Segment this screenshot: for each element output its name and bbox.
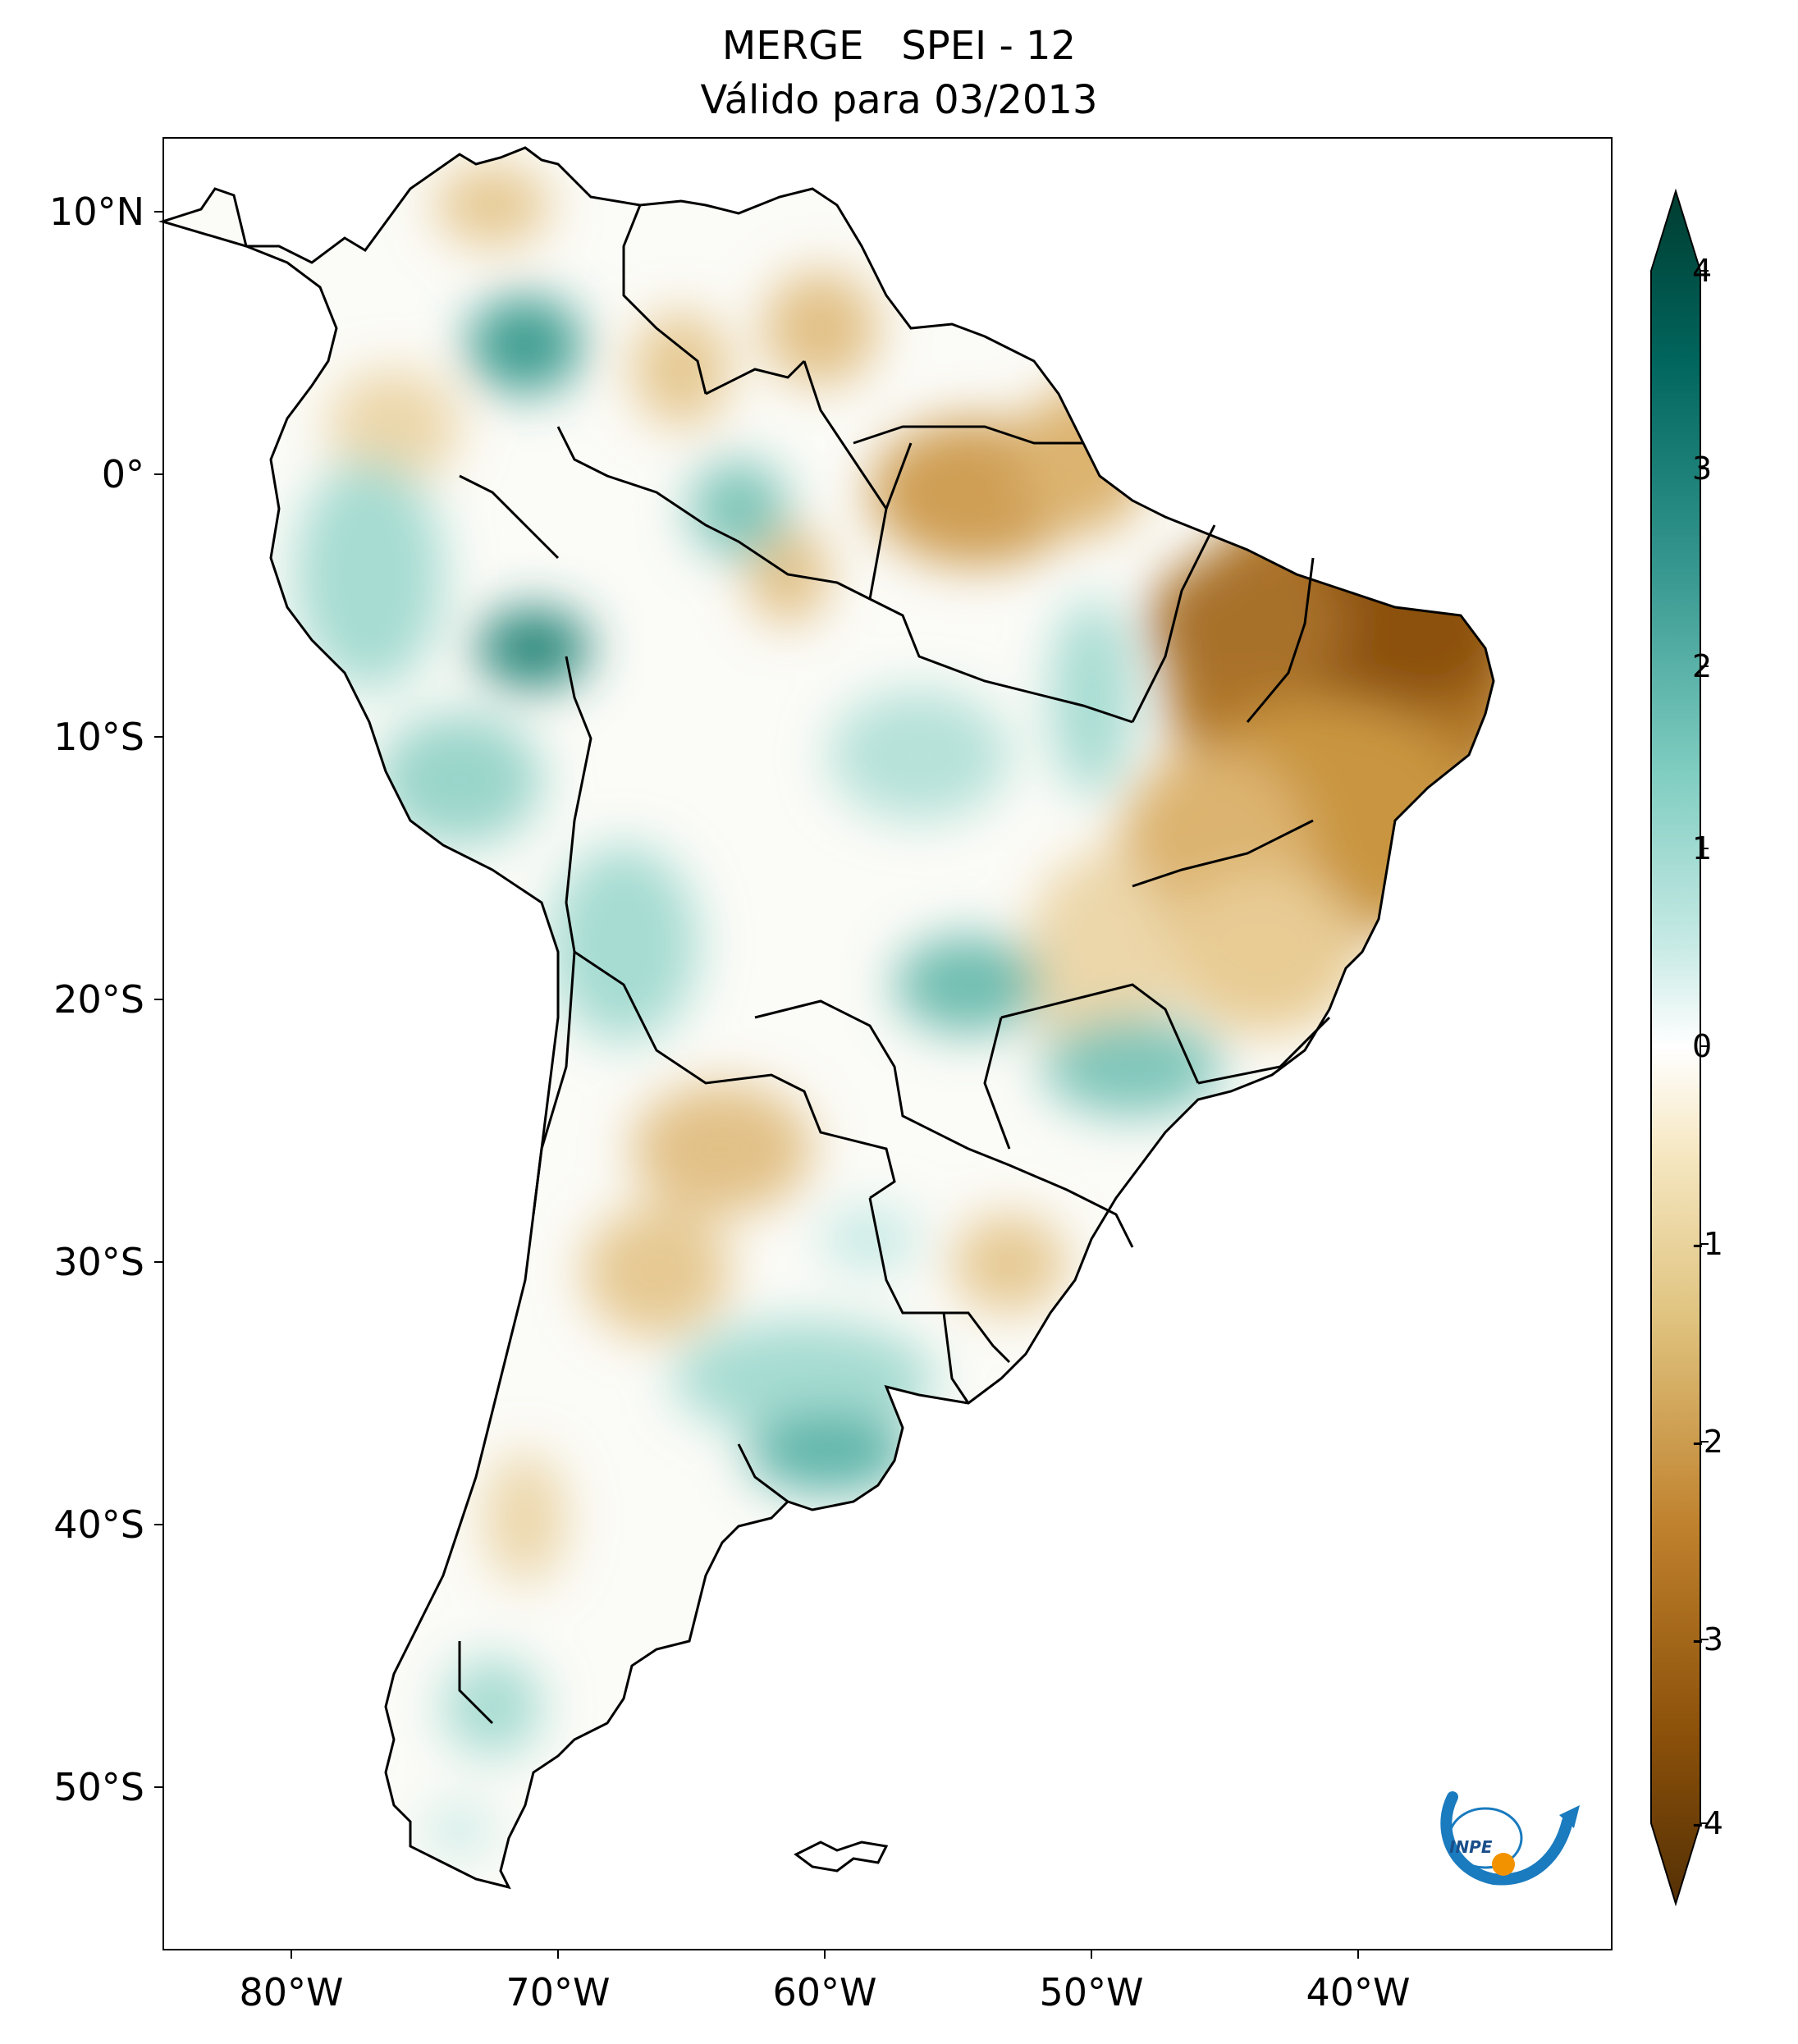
lat-tick-label: 10°N [49,190,144,234]
map-title-line1: MERGE SPEI - 12 [721,23,1077,69]
lat-tick-label: 30°S [53,1240,144,1284]
lat-tick-label: 0° [101,452,144,496]
colorbar-tick-label: 4 [1692,253,1713,289]
map-title-line2: Válido para 03/2013 [700,77,1098,123]
inpe-logo-text: INPE [1449,1837,1493,1857]
lat-tick-label: 40°S [53,1502,144,1547]
country-borders [458,204,1331,1725]
falkland-islands [794,1841,889,1873]
colorbar-tick-label: -1 [1692,1226,1723,1262]
lat-tick-label: 10°S [53,715,144,759]
colorbar-tick-label: 0 [1692,1028,1713,1064]
lat-tick-label: 50°S [53,1765,144,1809]
colorbar-tick-label: -2 [1692,1424,1723,1460]
colorbar-tick-marks [1700,270,1709,1824]
spei-field [162,148,1494,1887]
lat-tick-label: 20°S [53,977,144,1022]
inpe-logo [1440,1791,1580,1886]
colorbar-tick-label: 2 [1692,648,1713,684]
lon-tick-label: 70°W [506,1970,611,2014]
lon-tick-label: 80°W [239,1970,344,2014]
axis-tick-marks [154,211,1359,1959]
colorbar-tick-label: 3 [1692,450,1713,487]
colorbar-tick-label: -3 [1692,1621,1723,1658]
colorbar-tick-label: 1 [1692,830,1713,867]
lon-tick-label: 50°W [1039,1970,1144,2014]
colorbar-tick-label: -4 [1692,1805,1723,1841]
lon-tick-label: 60°W [772,1970,877,2014]
lon-tick-label: 40°W [1306,1970,1411,2014]
